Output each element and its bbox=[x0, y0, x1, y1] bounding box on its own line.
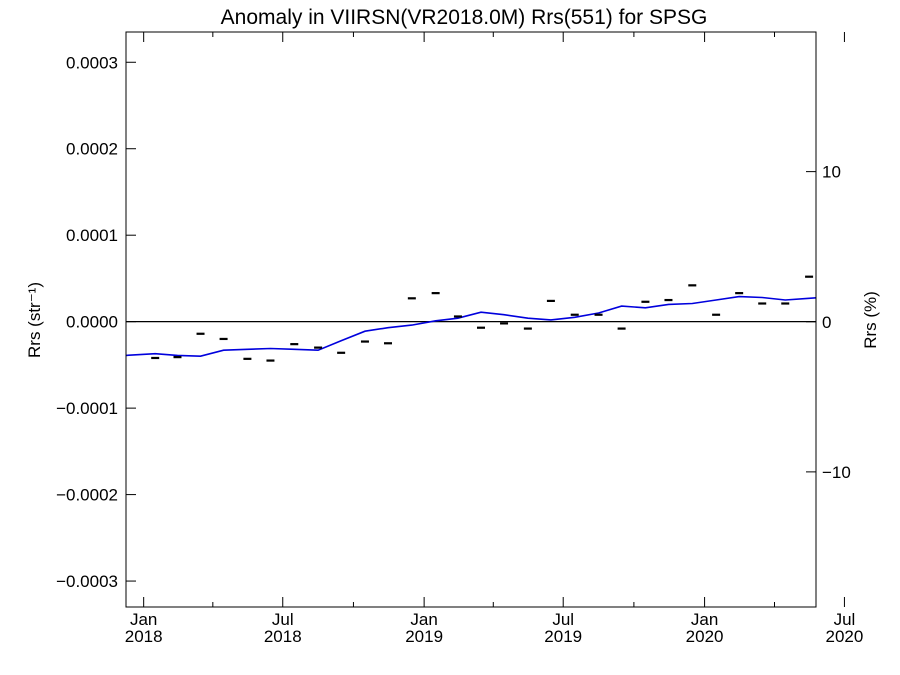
x-tick-label-year: 2020 bbox=[826, 627, 864, 646]
x-tick-label-month: Jan bbox=[410, 610, 437, 629]
x-axis: Jan2018Jul2018Jan2019Jul2019Jan2020Jul20… bbox=[125, 32, 864, 646]
y-tick-label-right: 10 bbox=[822, 163, 841, 182]
points-layer bbox=[151, 275, 814, 362]
y-tick-label-left: −0.0003 bbox=[56, 572, 118, 591]
x-tick-label-year: 2020 bbox=[686, 627, 724, 646]
chart-title: Anomaly in VIIRSN(VR2018.0M) Rrs(551) fo… bbox=[221, 6, 708, 29]
y-tick-label-right: −10 bbox=[822, 463, 851, 482]
plot-frame bbox=[125, 31, 817, 608]
left-y-axis: 0.0003 0.0002 0.0001 0.0000 −0.0001 −0.0002 −0… bbox=[56, 53, 136, 591]
anomaly-trend-line bbox=[126, 295, 816, 358]
right-y-axis: 10 0 −10 bbox=[806, 163, 851, 482]
y-tick-label-left: 0.0003 bbox=[66, 53, 118, 72]
y-tick-label-left: 0.0000 bbox=[66, 313, 118, 332]
y-axis-label-right: Rrs (%) bbox=[861, 291, 880, 349]
x-tick-label-year: 2018 bbox=[264, 627, 302, 646]
x-tick-label-year: 2019 bbox=[544, 627, 582, 646]
x-tick-label-month: Jan bbox=[691, 610, 718, 629]
y-tick-label-left: −0.0001 bbox=[56, 399, 118, 418]
y-tick-label-left: 0.0002 bbox=[66, 140, 118, 159]
y-tick-label-right: 0 bbox=[822, 313, 831, 332]
x-tick-label-month: Jul bbox=[834, 610, 856, 629]
line-layer bbox=[126, 295, 816, 358]
x-tick-label-month: Jan bbox=[130, 610, 157, 629]
x-tick-label-month: Jul bbox=[272, 610, 294, 629]
x-tick-label-year: 2019 bbox=[405, 627, 443, 646]
y-tick-label-left: 0.0001 bbox=[66, 226, 118, 245]
y-tick-label-left: −0.0002 bbox=[56, 486, 118, 505]
x-tick-label-month: Jul bbox=[552, 610, 574, 629]
y-axis-label-left: Rrs (str⁻¹) bbox=[25, 282, 44, 358]
x-tick-label-year: 2018 bbox=[125, 627, 163, 646]
